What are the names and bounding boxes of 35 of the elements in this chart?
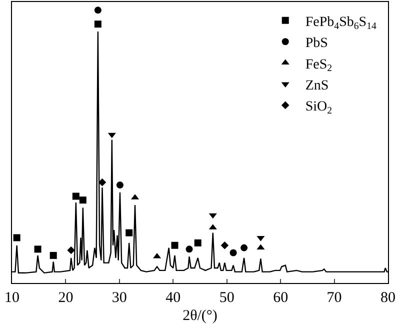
point — [126, 229, 133, 236]
point — [240, 244, 248, 252]
point — [79, 196, 86, 204]
legend-label: ZnS — [305, 78, 329, 94]
point — [72, 192, 80, 200]
legend-label: FeS$_{2}$ — [305, 57, 332, 74]
legend-label: SiO$_{2}$ — [305, 100, 332, 117]
x-tick-label: 30 — [112, 290, 127, 306]
point — [116, 182, 124, 189]
legend-label: PbS — [305, 36, 328, 52]
point — [98, 178, 106, 186]
point — [50, 252, 57, 259]
point — [34, 246, 42, 253]
x-tick-label: 80 — [380, 290, 396, 306]
point — [13, 234, 20, 242]
x-tick-label: 40 — [166, 290, 181, 306]
legend-label: FePb$_{4}$Sb$_{6}$S$_{14}$ — [305, 14, 376, 32]
x-tick-label: 60 — [273, 290, 288, 306]
point — [230, 249, 237, 256]
point — [256, 244, 265, 250]
x-axis-title: 2θ/(°) — [182, 308, 218, 324]
point — [171, 242, 178, 249]
point — [67, 246, 75, 254]
x-tick-label: 50 — [219, 290, 234, 306]
point — [186, 246, 193, 253]
point — [94, 20, 102, 28]
point — [108, 132, 116, 138]
point — [94, 6, 102, 14]
x-tick-label: 70 — [326, 290, 342, 306]
point — [220, 241, 229, 250]
x-tick-label: 20 — [58, 290, 74, 306]
point — [194, 239, 202, 246]
x-tick-label: 10 — [4, 290, 20, 306]
point — [256, 236, 265, 242]
point — [208, 213, 217, 219]
